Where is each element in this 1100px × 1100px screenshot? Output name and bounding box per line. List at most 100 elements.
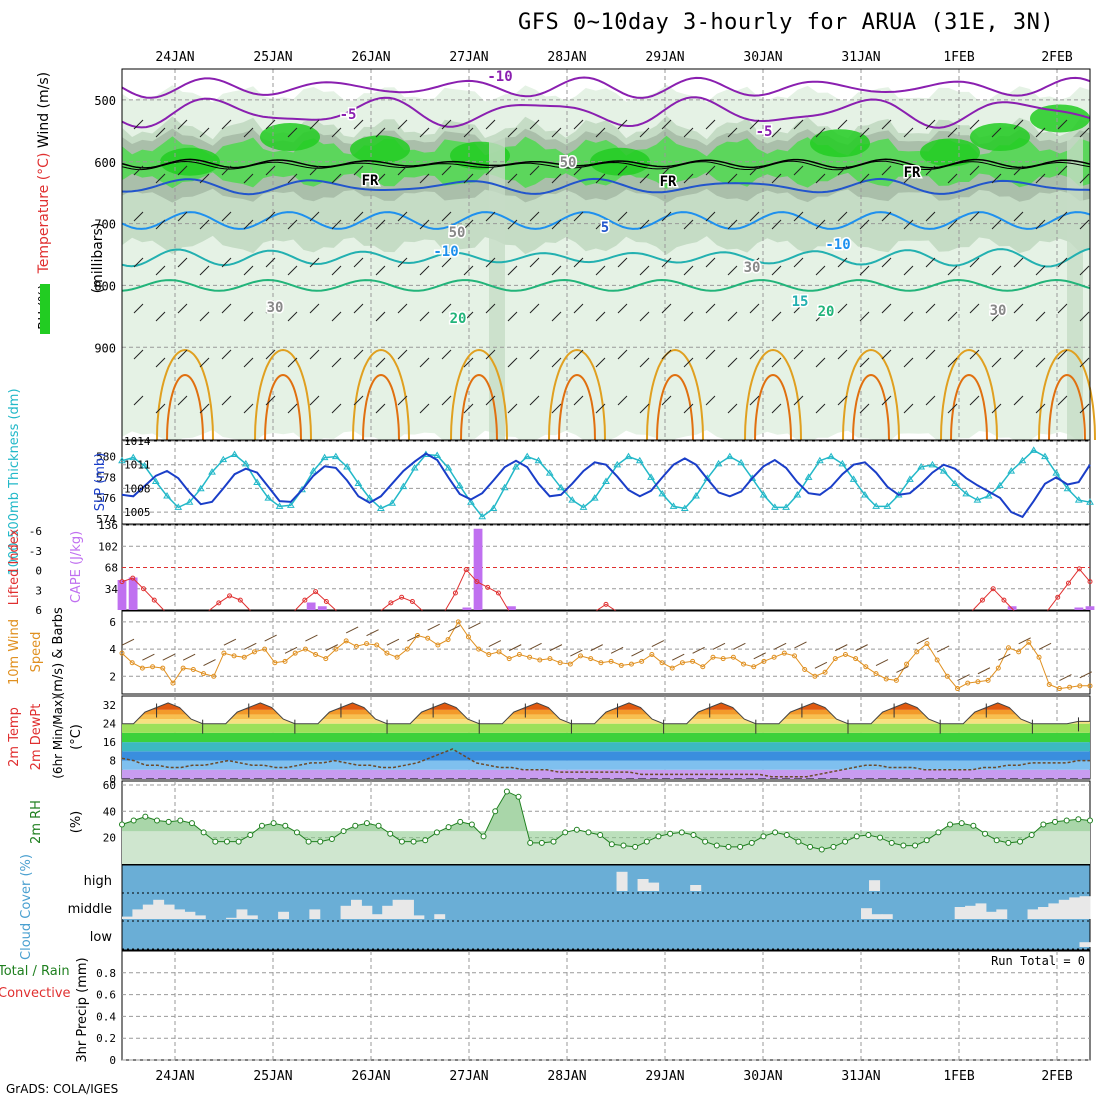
wind-barb [162, 653, 175, 661]
thickness-point [163, 492, 171, 499]
cape-bar [128, 577, 138, 610]
rh-point [865, 832, 872, 839]
wind-barb [727, 127, 738, 138]
wind-speed-point [1016, 649, 1022, 655]
wind-barb [875, 659, 889, 667]
wind-barb [815, 403, 826, 414]
wind-barb [551, 127, 562, 138]
wind-barb [386, 638, 400, 646]
wind-speed-point [190, 667, 196, 673]
wind-barb [133, 211, 144, 222]
wind-barb [727, 265, 738, 276]
thickness-point [444, 464, 453, 471]
thickness-point [399, 482, 408, 490]
wind-barb [661, 349, 672, 360]
wind-barb [243, 403, 254, 414]
wind-barb [595, 127, 606, 138]
rh-point [270, 820, 277, 827]
wind-barb [573, 257, 584, 268]
contour-label: 20 [450, 311, 467, 327]
wind-speed-point [170, 680, 176, 686]
wind-barb [419, 219, 430, 230]
contour-label: 30 [990, 303, 1007, 319]
rh-point [877, 834, 884, 841]
wind-barb [1079, 357, 1090, 368]
thickness-point [770, 503, 779, 510]
temp-contour-diurnal [352, 348, 410, 441]
wind-barb [1035, 173, 1046, 184]
cloud-bar [965, 905, 977, 919]
wind-barb [1079, 173, 1090, 184]
wind-barb [1035, 127, 1046, 138]
wind-barb [265, 303, 276, 314]
thickness-point [658, 489, 667, 497]
cape-tick: 68 [105, 562, 118, 575]
rh-point [842, 838, 849, 845]
wind-barb [639, 403, 650, 414]
wind-barb [309, 303, 320, 314]
contour-label: -5 [340, 107, 357, 123]
wind-barb [1035, 265, 1046, 276]
lifted-index-point [130, 575, 136, 581]
lifted-index-point [452, 590, 458, 596]
top-date-label: 30JAN [743, 50, 782, 65]
wind-speed-point [516, 652, 522, 658]
wind-barb [485, 119, 496, 130]
wind-barb [375, 357, 386, 368]
wind-barb [243, 127, 254, 138]
thickness-point [1063, 484, 1072, 492]
wind-barb [199, 357, 210, 368]
wind-barb [661, 165, 672, 176]
lifted-index-point [463, 567, 469, 573]
thickness-point [433, 451, 442, 459]
rh-point [1040, 821, 1047, 828]
p-axis-tick: 700 [94, 218, 116, 232]
bottom-date-label: 25JAN [253, 1069, 292, 1084]
wind-barb [133, 119, 144, 130]
wind-barb [265, 211, 276, 222]
rh-point [830, 843, 837, 850]
wind-speed-point [292, 650, 298, 656]
rh-point [1017, 838, 1024, 845]
wind-speed-point [506, 656, 512, 662]
temp-contour-diurnal [1048, 373, 1086, 441]
wind-barb [221, 257, 232, 268]
wind-barb [903, 173, 914, 184]
temp-contour-diurnal [656, 373, 694, 441]
thickness-point [939, 467, 948, 474]
wind-speed-point [384, 650, 390, 656]
wind-barb [705, 211, 716, 222]
wind-barb [595, 311, 606, 322]
rh-point [562, 829, 569, 836]
wind-barb [243, 219, 254, 230]
precip-convective-label: Convective [0, 986, 71, 1001]
wind-speed-point [934, 657, 940, 663]
cape-bar [306, 602, 316, 610]
temp-contour-diurnal [450, 348, 508, 441]
wind-barb [837, 303, 848, 314]
wind-barb [419, 127, 430, 138]
rh-point [1063, 817, 1070, 824]
wind-speed-point [547, 656, 553, 662]
wind-speed-point [455, 619, 461, 625]
rh2m-units-label: (%) [69, 811, 84, 834]
wind-barb [309, 349, 320, 360]
wind-barb [488, 640, 502, 647]
wind-barb [903, 311, 914, 322]
wind-barb [287, 219, 298, 230]
cloud-bar [1079, 896, 1091, 919]
cape-bar [317, 606, 327, 610]
wind-barb [177, 119, 188, 130]
thickness-point [467, 498, 475, 505]
chart-title: GFS 0~10day 3-hourly for ARUA (31E, 3N) [518, 10, 1055, 35]
wind-barb [199, 127, 210, 138]
top-date-label: 29JAN [645, 50, 684, 65]
cloud-level-label: low [90, 930, 113, 945]
rh-point [783, 832, 790, 839]
wind-barb [947, 219, 958, 230]
wind-barb [397, 303, 408, 314]
wind-barb [903, 127, 914, 138]
wind-speed-point [221, 650, 227, 656]
wind-speed-point [231, 653, 237, 659]
wind-speed-point [883, 676, 889, 682]
